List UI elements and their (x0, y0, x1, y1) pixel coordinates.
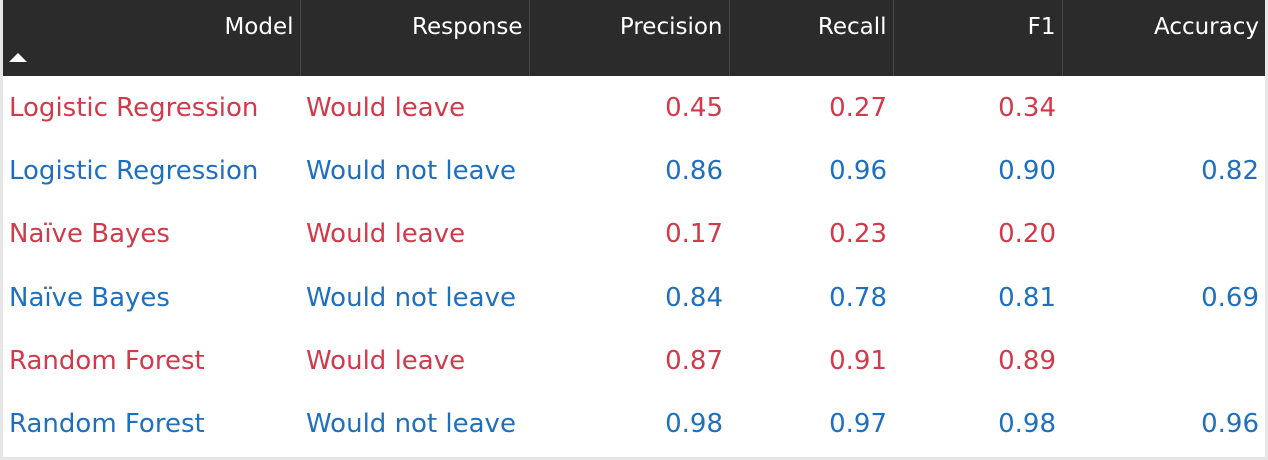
column-header-f1[interactable]: F1 (893, 0, 1063, 76)
cell-precision: 0.45 (665, 92, 723, 123)
cell-model: Naïve Bayes (9, 282, 170, 313)
column-header-response[interactable]: Response (300, 0, 530, 76)
cell-response: Would not leave (306, 409, 516, 440)
column-header-model[interactable]: Model (3, 0, 301, 76)
table-row: Logistic Regression Would not leave 0.86… (3, 139, 1265, 202)
cell-precision: 0.84 (665, 282, 723, 313)
table-body: Logistic Regression Would leave 0.45 0.2… (3, 76, 1265, 456)
cell-f1: 0.98 (998, 409, 1056, 440)
cell-response: Would leave (306, 219, 466, 250)
cell-f1: 0.20 (998, 219, 1056, 250)
column-header-accuracy-label: Accuracy (1153, 14, 1259, 40)
cell-accuracy: 0.82 (1201, 155, 1259, 186)
table-header: Model Response Precision Recall F1 Accur… (3, 0, 1265, 76)
cell-precision: 0.86 (665, 155, 723, 186)
column-header-accuracy[interactable]: Accuracy (1062, 0, 1265, 76)
cell-response: Would leave (306, 92, 466, 123)
cell-f1: 0.89 (998, 345, 1056, 376)
cell-precision: 0.17 (665, 219, 723, 250)
cell-precision: 0.87 (665, 345, 723, 376)
cell-recall: 0.78 (829, 282, 887, 313)
column-header-f1-label: F1 (1027, 14, 1056, 40)
cell-recall: 0.91 (829, 345, 887, 376)
cell-accuracy: 0.96 (1201, 409, 1259, 440)
cell-f1: 0.81 (998, 282, 1056, 313)
cell-model: Logistic Regression (9, 92, 259, 123)
cell-response: Would leave (306, 345, 466, 376)
cell-accuracy (1062, 329, 1265, 392)
cell-model: Random Forest (9, 409, 205, 440)
cell-accuracy (1062, 76, 1265, 139)
cell-recall: 0.23 (829, 219, 887, 250)
header-row: Model Response Precision Recall F1 Accur… (3, 0, 1265, 76)
cell-accuracy: 0.69 (1201, 282, 1259, 313)
cell-response: Would not leave (306, 155, 516, 186)
table-row: Random Forest Would leave 0.87 0.91 0.89 (3, 329, 1265, 392)
column-header-recall-label: Recall (817, 14, 887, 40)
table-row: Random Forest Would not leave 0.98 0.97 … (3, 392, 1265, 455)
sort-ascending-icon[interactable] (9, 53, 27, 62)
column-header-recall[interactable]: Recall (729, 0, 894, 76)
column-header-precision[interactable]: Precision (529, 0, 730, 76)
cell-precision: 0.98 (665, 409, 723, 440)
table-row: Logistic Regression Would leave 0.45 0.2… (3, 76, 1265, 139)
cell-model: Logistic Regression (9, 155, 259, 186)
table-row: Naïve Bayes Would leave 0.17 0.23 0.20 (3, 203, 1265, 266)
cell-response: Would not leave (306, 282, 516, 313)
cell-recall: 0.96 (829, 155, 887, 186)
cell-accuracy (1062, 203, 1265, 266)
column-header-response-label: Response (412, 14, 523, 40)
cell-model: Naïve Bayes (9, 219, 170, 250)
table-row: Naïve Bayes Would not leave 0.84 0.78 0.… (3, 266, 1265, 329)
cell-model: Random Forest (9, 345, 205, 376)
cell-f1: 0.90 (998, 155, 1056, 186)
metrics-table: Model Response Precision Recall F1 Accur… (3, 0, 1265, 456)
cell-recall: 0.97 (829, 409, 887, 440)
column-header-model-label: Model (224, 14, 294, 40)
cell-recall: 0.27 (829, 92, 887, 123)
column-header-precision-label: Precision (619, 14, 723, 40)
cell-f1: 0.34 (998, 92, 1056, 123)
